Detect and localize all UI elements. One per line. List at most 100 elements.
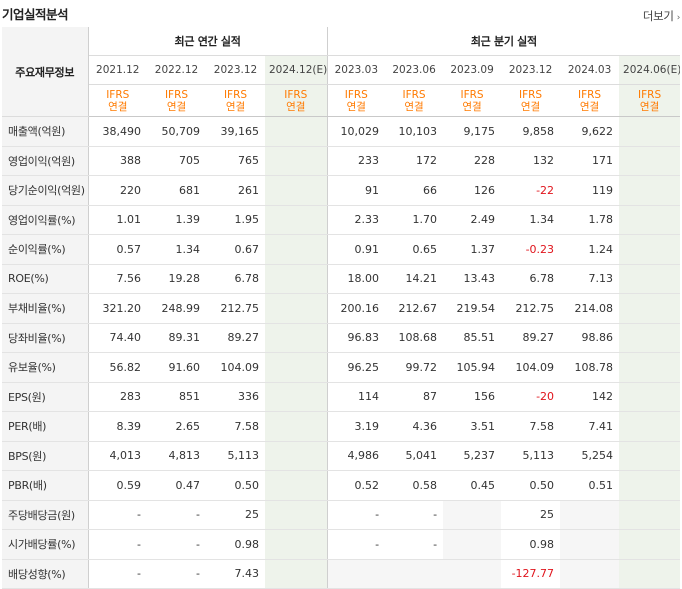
group-header-row: 주요재무정보 최근 연간 실적 최근 분기 실적 bbox=[2, 27, 681, 117]
table-cell: 119 bbox=[560, 175, 620, 206]
table-cell: 7.43 bbox=[206, 559, 265, 589]
table-cell: 228 bbox=[443, 146, 502, 176]
table-row: 영업이익(억원) 388 705 765 233 172 228 132 171 bbox=[2, 146, 681, 176]
table-cell: 0.45 bbox=[443, 470, 502, 501]
table-cell: - bbox=[147, 499, 206, 530]
table-body: 매출액(억원) 38,490 50,709 39,165 10,029 10,103 9,1… bbox=[2, 116, 681, 589]
basis-header: IFRS 연결 bbox=[147, 84, 206, 117]
table-cell: 108.68 bbox=[385, 323, 444, 353]
table-cell bbox=[619, 146, 681, 176]
table-cell bbox=[265, 529, 328, 560]
table-cell: 10,029 bbox=[326, 116, 386, 147]
table-cell: 9,622 bbox=[560, 116, 620, 147]
table-row: 부채비율(%) 321.20 248.99 212.75 200.16 212.67 219… bbox=[2, 293, 681, 324]
table-cell: 4,013 bbox=[88, 441, 147, 471]
table-cell: 50,709 bbox=[147, 116, 206, 147]
table-cell: 85.51 bbox=[443, 323, 502, 353]
table-cell bbox=[443, 529, 502, 560]
table-cell: 0.50 bbox=[206, 470, 265, 501]
table-cell: 0.91 bbox=[326, 234, 386, 265]
table-cell bbox=[265, 411, 328, 442]
basis-header: IFRS 연결 bbox=[326, 84, 386, 117]
table-cell: 0.98 bbox=[501, 529, 561, 560]
table-cell: 126 bbox=[443, 175, 502, 206]
section-title: 기업실적분석 bbox=[2, 7, 69, 22]
table-cell bbox=[265, 293, 328, 324]
table-cell bbox=[265, 381, 328, 412]
table-cell: 681 bbox=[147, 175, 206, 206]
table-cell bbox=[560, 499, 620, 530]
row-label: 주당배당금(원) bbox=[2, 499, 89, 530]
row-label: 영업이익(억원) bbox=[2, 146, 89, 176]
table-cell: 1.78 bbox=[560, 204, 620, 235]
table-cell: 1.95 bbox=[206, 204, 265, 235]
table-cell: - bbox=[88, 529, 147, 560]
table-row: BPS(원) 4,013 4,813 5,113 4,986 5,041 5,237 5,11… bbox=[2, 441, 681, 471]
table-cell: 0.98 bbox=[206, 529, 265, 560]
table-cell: 6.78 bbox=[501, 264, 561, 294]
table-cell bbox=[265, 175, 328, 206]
table-cell: 7.58 bbox=[206, 411, 265, 442]
table-cell: 200.16 bbox=[326, 293, 386, 324]
table-row: ROE(%) 7.56 19.28 6.78 18.00 14.21 13.43 6.78 7.… bbox=[2, 264, 681, 294]
table-cell bbox=[619, 529, 681, 560]
table-cell: - bbox=[385, 529, 444, 560]
table-cell: 39,165 bbox=[206, 116, 265, 147]
row-label: ROE(%) bbox=[2, 264, 89, 294]
table-row: PER(배) 8.39 2.65 7.58 3.19 4.36 3.51 7.58 7.41 bbox=[2, 411, 681, 442]
table-cell: 219.54 bbox=[443, 293, 502, 324]
period-header: 2023.03 bbox=[326, 55, 386, 85]
table-row: 영업이익률(%) 1.01 1.39 1.95 2.33 1.70 2.49 1.34 1.78 bbox=[2, 204, 681, 235]
basis-standard: IFRS bbox=[638, 88, 662, 101]
table-cell: 108.78 bbox=[560, 352, 620, 383]
table-row: 배당성향(%) - -7.43 -127.77 bbox=[2, 559, 681, 589]
table-cell: 214.08 bbox=[560, 293, 620, 324]
table-cell: 1.39 bbox=[147, 204, 206, 235]
period-header: 2023.12 bbox=[501, 55, 561, 85]
table-cell: 13.43 bbox=[443, 264, 502, 294]
table-cell: 388 bbox=[88, 146, 147, 176]
table-cell: 19.28 bbox=[147, 264, 206, 294]
basis-scope: 연결 bbox=[346, 100, 366, 113]
table-cell: 2.65 bbox=[147, 411, 206, 442]
period-header: 2024.03 bbox=[560, 55, 620, 85]
basis-header: IFRS 연결 bbox=[619, 84, 681, 117]
table-cell: 4,986 bbox=[326, 441, 386, 471]
table-cell: 104.09 bbox=[501, 352, 561, 383]
basis-scope: 연결 bbox=[225, 100, 246, 113]
row-label: 순이익률(%) bbox=[2, 234, 89, 265]
table-cell: -127.77 bbox=[501, 559, 561, 589]
basis-header: IFRS 연결 bbox=[385, 84, 444, 117]
table-cell: 25 bbox=[501, 499, 561, 530]
more-label[interactable]: 더보기 bbox=[642, 9, 674, 23]
basis-scope: 연결 bbox=[520, 100, 541, 113]
table-cell bbox=[560, 559, 620, 589]
basis-scope: 연결 bbox=[286, 100, 306, 113]
table-cell: 89.31 bbox=[147, 323, 206, 353]
table-cell: - bbox=[385, 499, 444, 530]
basis-header: IFRS 연결 bbox=[88, 84, 147, 117]
basis-header: IFRS 연결 bbox=[560, 84, 620, 117]
row-label: BPS(원) bbox=[2, 441, 89, 471]
table-cell: 0.58 bbox=[385, 470, 444, 501]
row-label: 매출액(억원) bbox=[2, 116, 89, 147]
table-cell: -0.23 bbox=[501, 234, 561, 265]
table-cell: 18.00 bbox=[326, 264, 386, 294]
table-cell: 25 bbox=[206, 499, 265, 530]
table-cell: 212.67 bbox=[385, 293, 444, 324]
table-cell bbox=[619, 204, 681, 235]
row-label: PER(배) bbox=[2, 411, 89, 442]
table-cell: 8.39 bbox=[88, 411, 147, 442]
table-cell: 0.57 bbox=[88, 234, 147, 265]
table-cell bbox=[265, 470, 328, 501]
basis-scope: 연결 bbox=[639, 100, 660, 113]
more-link[interactable]: 더보기 › bbox=[643, 8, 680, 24]
table-cell: 10,103 bbox=[385, 116, 444, 147]
table-cell bbox=[619, 559, 681, 589]
period-header: 2022.12 bbox=[147, 55, 206, 85]
table-cell: 705 bbox=[147, 146, 206, 176]
table-cell: 89.27 bbox=[206, 323, 265, 353]
table-cell: - bbox=[326, 529, 386, 560]
table-cell: 5,113 bbox=[501, 441, 561, 471]
table-row: 순이익률(%) 0.57 1.34 0.67 0.91 0.65 1.37 -0.23 1.24 bbox=[2, 234, 681, 265]
